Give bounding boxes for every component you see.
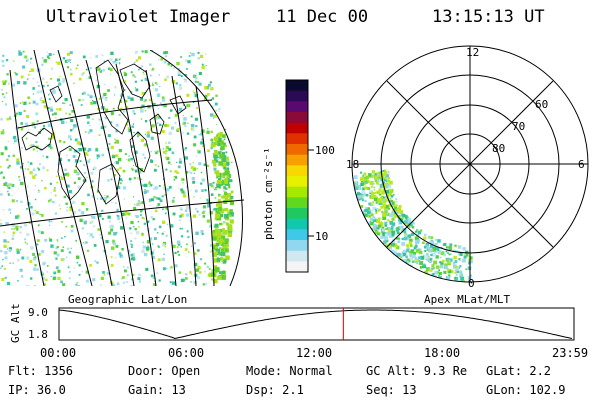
- colorbar-segment: [286, 250, 308, 262]
- ip-value: IP: 36.0: [8, 383, 66, 397]
- colorbar-segment: [286, 186, 308, 198]
- x-tick-1800: 18:00: [424, 346, 461, 360]
- time-label: 13:15:13 UT: [432, 7, 545, 27]
- colorbar-segment: [286, 176, 308, 188]
- latitude-line: [17, 99, 213, 129]
- coastline: [49, 85, 63, 103]
- y-tick-1-8: 1.8: [28, 328, 48, 341]
- coastline: [129, 131, 151, 173]
- colorbar-segment: [286, 218, 308, 230]
- longitude-line: [115, 63, 157, 286]
- longitude-line: [9, 69, 45, 286]
- colorbar-segment: [286, 80, 308, 92]
- colorbar-segment: [286, 261, 308, 273]
- colorbar-segment: [286, 122, 308, 134]
- mlt-label-0: 0: [468, 277, 475, 290]
- coastline: [169, 95, 187, 115]
- colorbar-segment: [286, 229, 308, 241]
- altitude-timeline: [58, 307, 575, 341]
- instrument-title: Ultraviolet Imager: [46, 7, 231, 27]
- geo-longitude: GLon: 102.9: [486, 383, 566, 397]
- coastline: [95, 59, 129, 135]
- longitude-line: [195, 85, 215, 286]
- timeline-frame: [58, 307, 575, 341]
- longitude-line: [33, 50, 93, 286]
- longitude-line: [57, 50, 113, 286]
- x-tick-0000: 00:00: [40, 346, 77, 360]
- coastline: [97, 163, 121, 205]
- dsp-value: Dsp: 2.1: [246, 383, 304, 397]
- colorbar-label: photon cm⁻²s⁻¹: [262, 147, 275, 240]
- colorbar-segment: [286, 240, 308, 252]
- geo-map-title: Geographic Lat/Lon: [68, 293, 188, 306]
- colorbar-segment: [286, 165, 308, 177]
- longitude-line: [171, 75, 197, 286]
- coastline: [21, 127, 53, 151]
- colorbar-tick-label: 100: [315, 144, 335, 157]
- timeline-ylabel: GC Alt: [9, 303, 22, 343]
- lat-label-60: 60: [535, 98, 549, 111]
- mlt-label-18: 18: [346, 158, 360, 171]
- aurora-emission-speckle: [0, 50, 234, 286]
- geographic-map: [0, 50, 245, 286]
- x-tick-0600: 06:00: [168, 346, 205, 360]
- longitude-line: [145, 69, 177, 286]
- flight-number: Flt: 1356: [8, 364, 74, 378]
- x-tick-2359: 23:59: [552, 346, 589, 360]
- colorbar-segment: [286, 208, 308, 220]
- coastline: [119, 63, 151, 99]
- colorbar-segment: [286, 154, 308, 166]
- gain-value: Gain: 13: [128, 383, 186, 397]
- x-tick-1200: 12:00: [296, 346, 333, 360]
- longitude-line: [85, 59, 135, 286]
- aurora-oval-emission: [353, 169, 473, 282]
- coastline: [149, 113, 165, 135]
- date-label: 11 Dec 00: [276, 7, 369, 27]
- y-tick-9: 9.0: [28, 306, 48, 319]
- colorbar-segment: [286, 112, 308, 124]
- lat-label-70: 70: [512, 120, 526, 133]
- gc-altitude: GC Alt: 9.3 Re: [366, 364, 468, 378]
- mode-value: Mode: Normal: [246, 364, 333, 378]
- altitude-curve: [58, 309, 573, 340]
- earth-limb: [149, 50, 243, 286]
- colorbar-segment: [286, 144, 308, 156]
- colorbar-segment: [286, 197, 308, 209]
- sequence-value: Seq: 13: [366, 383, 417, 397]
- colorbar-segment: [286, 101, 308, 113]
- polar-mlat-mlt-plot: [351, 45, 589, 283]
- geo-latitude: GLat: 2.2: [486, 364, 552, 378]
- lat-label-80: 80: [492, 142, 506, 155]
- polar-plot-title: Apex MLat/MLT: [424, 293, 511, 306]
- mlt-label-12: 12: [466, 46, 480, 59]
- door-status: Door: Open: [128, 364, 201, 378]
- colorbar-tick-label: 10: [315, 230, 328, 243]
- colorbar: 100 10: [285, 79, 335, 273]
- mlt-label-6: 6: [578, 158, 585, 171]
- coastline: [57, 145, 87, 201]
- colorbar-segment: [286, 90, 308, 102]
- colorbar-segment: [286, 133, 308, 145]
